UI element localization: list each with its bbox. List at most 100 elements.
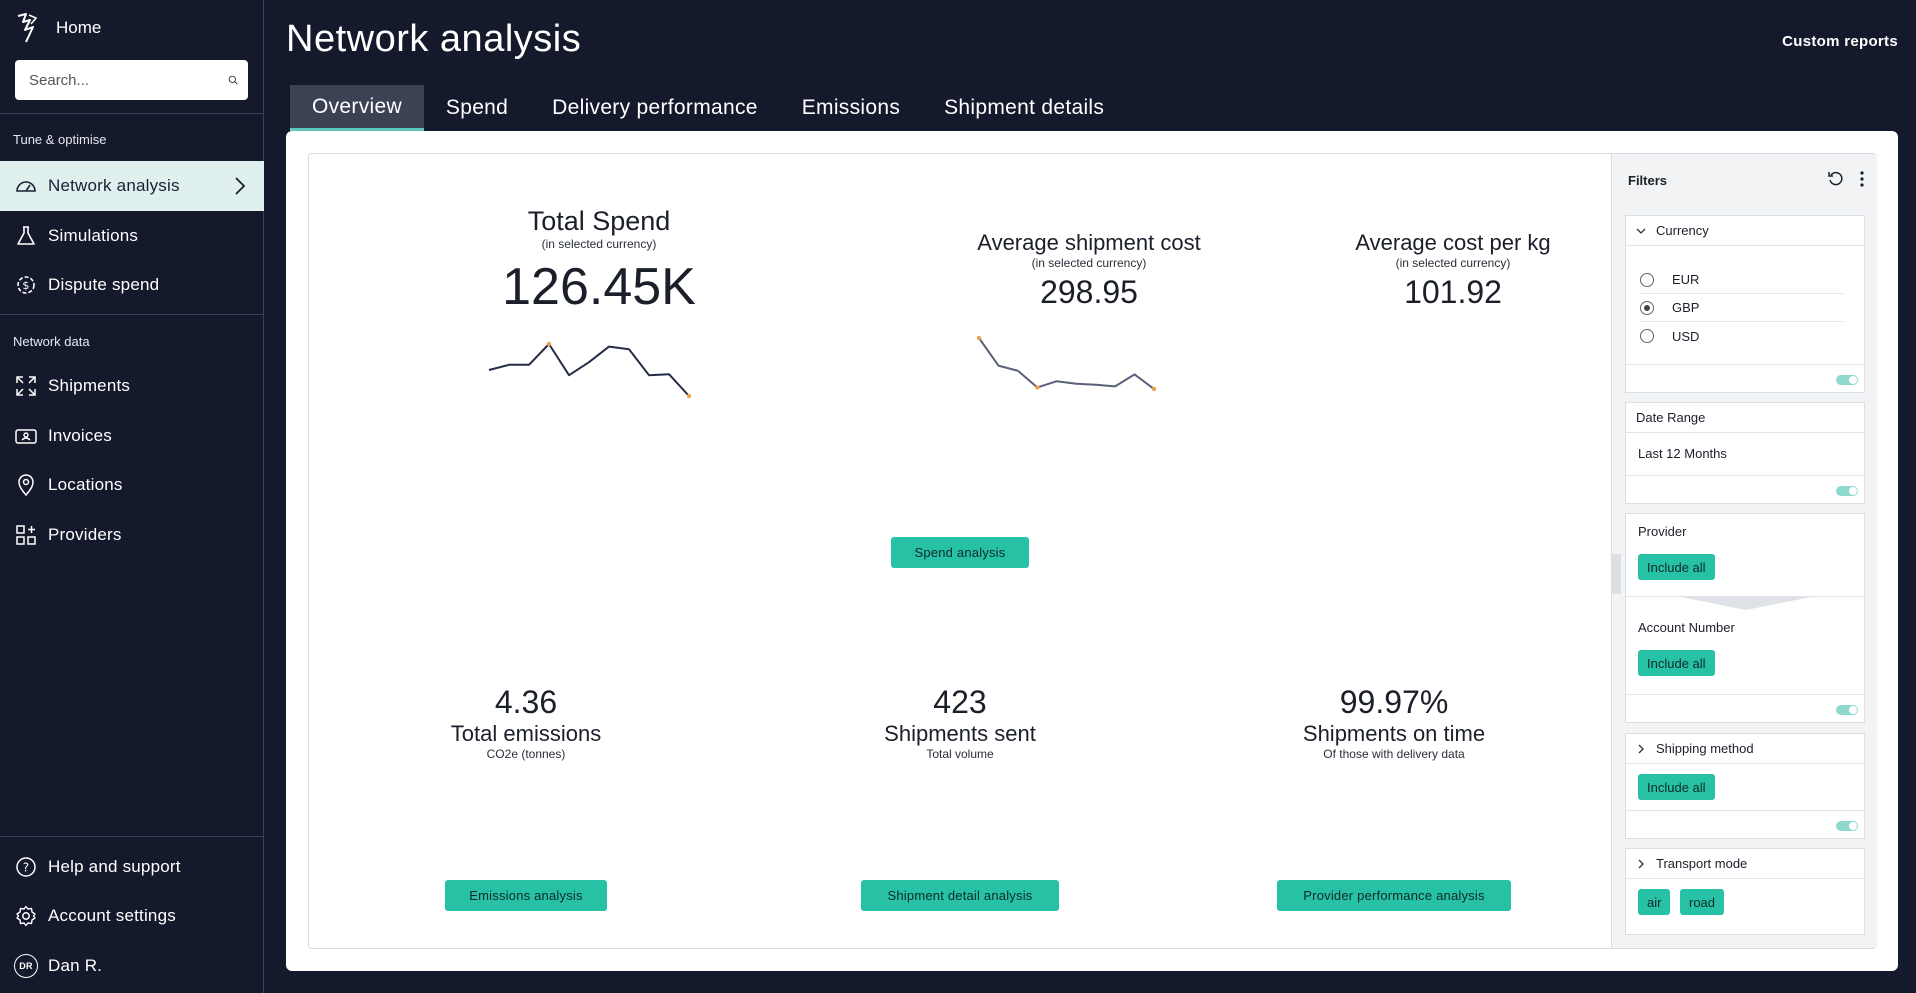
metric-subtitle: (in selected currency) — [541, 237, 657, 251]
sidebar-item-label: Providers — [48, 525, 122, 544]
total-spend-sparkline — [488, 341, 692, 399]
search-box[interactable] — [15, 60, 248, 100]
sidebar-item-label: Simulations — [48, 226, 139, 245]
sidebar-divider — [0, 836, 264, 837]
metric-subtitle: Total volume — [926, 747, 994, 761]
sidebar-item-account-settings[interactable]: Account settings — [0, 891, 264, 941]
sidebar-item-label: Locations — [48, 475, 123, 494]
shipping-method-include-all-chip[interactable]: Include all — [1638, 774, 1715, 800]
sidebar-item-network-analysis[interactable]: Network analysis — [0, 161, 264, 211]
metric-average-shipment-cost: Average shipment cost (in selected curre… — [939, 230, 1239, 311]
metric-shipments-sent: 423 Shipments sent Total volume — [810, 684, 1110, 761]
radio-button[interactable] — [1640, 272, 1654, 287]
tab-spend[interactable]: Spend — [445, 96, 509, 119]
provider-performance-analysis-button[interactable]: Provider performance analysis — [1277, 880, 1511, 911]
filters-header: Filters — [1612, 154, 1877, 206]
more-options-icon[interactable] — [1859, 170, 1865, 188]
transport-mode-chip-road[interactable]: road — [1680, 889, 1725, 915]
shipment-detail-analysis-button[interactable]: Shipment detail analysis — [861, 880, 1059, 911]
gear-icon — [14, 904, 38, 928]
emissions-analysis-button[interactable]: Emissions analysis — [445, 880, 607, 911]
option-label: USD — [1672, 328, 1700, 344]
metric-value: 4.36 — [494, 684, 558, 720]
spend-analysis-button[interactable]: Spend analysis — [891, 537, 1029, 568]
metric-value: 99.97% — [1339, 684, 1449, 720]
search-input[interactable] — [29, 71, 228, 89]
filters-title: Filters — [1628, 172, 1668, 188]
sparkline-point — [1035, 385, 1040, 390]
metric-total-spend: Total Spend (in selected currency) 126.4… — [449, 206, 749, 317]
reset-icon[interactable] — [1827, 170, 1845, 188]
tab-overview[interactable]: Overview — [290, 85, 424, 131]
metric-value: 423 — [933, 684, 987, 720]
custom-reports-link[interactable]: Custom reports — [1782, 33, 1898, 50]
filter-label: Currency — [1656, 223, 1709, 238]
filter-date-range-header: Date Range — [1626, 403, 1864, 433]
currency-option-eur[interactable]: EUR — [1640, 266, 1844, 294]
metric-subtitle: CO2e (tonnes) — [486, 747, 566, 761]
sidebar-item-simulations[interactable]: Simulations — [0, 211, 264, 261]
metric-title: Total emissions — [450, 721, 602, 746]
filter-label: Date Range — [1636, 410, 1706, 425]
metric-title: Shipments sent — [884, 721, 1036, 746]
average-shipment-cost-sparkline — [976, 335, 1157, 392]
sidebar-item-label: Invoices — [48, 426, 112, 445]
account-number-include-all-chip[interactable]: Include all — [1638, 650, 1715, 676]
tab-bar: Overview Spend Delivery performance Emis… — [290, 85, 1126, 131]
home-link[interactable]: Home — [14, 10, 101, 46]
svg-text:$: $ — [22, 279, 29, 292]
filter-shipping-method-header[interactable]: Shipping method — [1626, 734, 1864, 764]
metric-average-cost-per-kg: Average cost per kg (in selected currenc… — [1303, 230, 1603, 311]
filter-label: Transport mode — [1656, 856, 1748, 871]
filter-provider: Provider Include all Account Number Incl… — [1625, 513, 1865, 723]
provider-include-all-chip[interactable]: Include all — [1638, 554, 1715, 580]
metric-value: 101.92 — [1404, 274, 1502, 310]
filter-label: Provider — [1638, 524, 1687, 539]
metric-title: Average shipment cost — [977, 230, 1201, 255]
metric-value: 126.45K — [502, 258, 696, 316]
svg-text:?: ? — [23, 861, 30, 875]
filter-toggle[interactable] — [1836, 705, 1858, 715]
section-label-tune: Tune & optimise — [13, 132, 107, 147]
filter-shipping-method: Shipping method Include all — [1625, 733, 1865, 839]
metric-title: Total Spend — [527, 206, 671, 236]
sidebar-item-providers[interactable]: Providers — [0, 510, 264, 560]
speedometer-icon — [14, 174, 38, 198]
sidebar-item-user[interactable]: DR Dan R. — [0, 941, 264, 991]
chevron-right-icon — [1638, 744, 1644, 753]
filters-panel: Filters Currency EUR — [1611, 154, 1877, 948]
filter-toggle[interactable] — [1836, 486, 1858, 496]
currency-option-gbp[interactable]: GBP — [1640, 294, 1844, 322]
filters-collapse-handle[interactable] — [1612, 554, 1621, 594]
filter-toggle[interactable] — [1836, 375, 1858, 385]
date-range-value[interactable]: Last 12 Months — [1638, 446, 1727, 461]
currency-option-usd[interactable]: USD — [1640, 322, 1844, 350]
tab-delivery-performance[interactable]: Delivery performance — [552, 96, 758, 119]
dashboard-content: Total Spend (in selected currency) 126.4… — [309, 154, 1611, 948]
sidebar-item-dispute-spend[interactable]: $ Dispute spend — [0, 260, 264, 310]
providers-grid-icon — [14, 523, 38, 547]
avatar: DR — [14, 954, 38, 978]
filter-currency-header[interactable]: Currency — [1626, 216, 1864, 246]
transport-mode-chip-air[interactable]: air — [1638, 889, 1671, 915]
sidebar-item-shipments[interactable]: Shipments — [0, 361, 264, 411]
sidebar-item-label: Account settings — [48, 906, 176, 925]
expand-arrows-icon — [14, 374, 38, 398]
section-label-network: Network data — [13, 334, 90, 349]
metric-subtitle: (in selected currency) — [1031, 256, 1147, 270]
filter-label: Shipping method — [1656, 741, 1754, 756]
sidebar-item-help[interactable]: ? Help and support — [0, 842, 264, 892]
radio-button[interactable] — [1640, 329, 1654, 343]
sparkline-series — [978, 337, 1155, 390]
filter-transport-mode-header[interactable]: Transport mode — [1626, 849, 1864, 879]
radio-button-selected[interactable] — [1640, 300, 1654, 315]
sidebar-item-invoices[interactable]: Invoices — [0, 411, 264, 461]
location-pin-icon — [14, 473, 38, 497]
dropdown-indicator-icon — [1676, 596, 1816, 610]
filter-toggle[interactable] — [1836, 821, 1858, 831]
tab-emissions[interactable]: Emissions — [801, 96, 901, 119]
tab-shipment-details[interactable]: Shipment details — [944, 96, 1105, 119]
filter-transport-mode: Transport mode air road — [1625, 848, 1865, 935]
search-icon[interactable] — [228, 69, 238, 91]
sidebar-item-locations[interactable]: Locations — [0, 460, 264, 510]
